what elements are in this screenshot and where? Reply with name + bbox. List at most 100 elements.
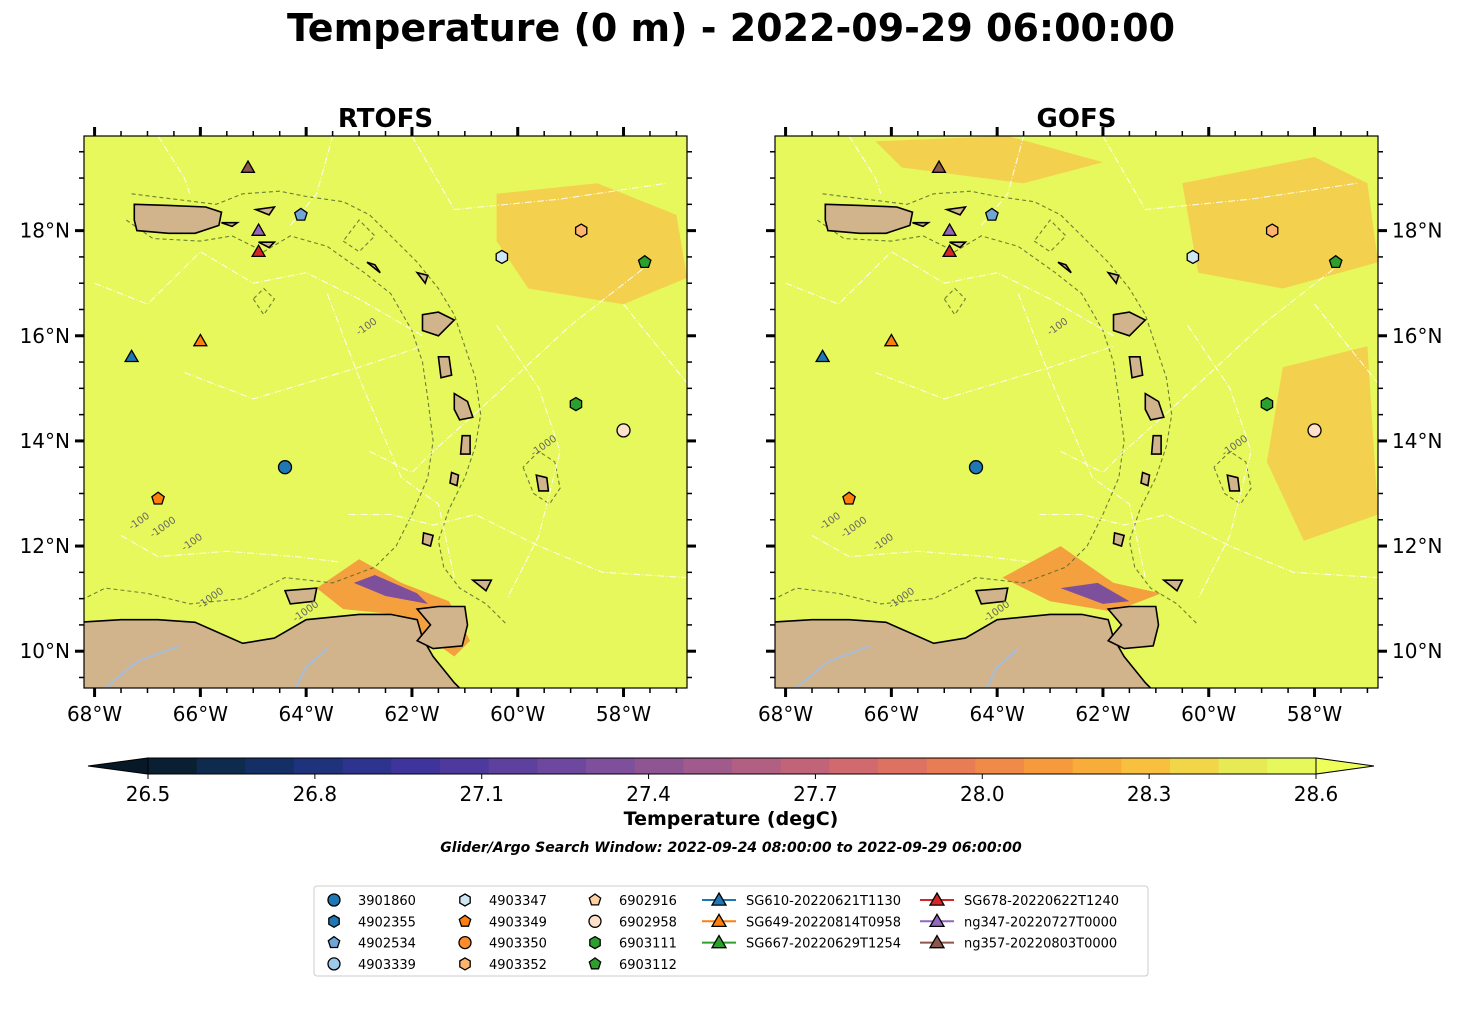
eez-boundary [875,345,1114,400]
legend-item: 4903350 [458,935,547,952]
marker-SG678-20220622T1240 [941,243,958,258]
bathymetry-contour [943,287,967,316]
colorbar-bin [1121,758,1171,774]
legend-marker [459,957,471,971]
marker-4903352 [574,223,588,238]
legend-item: 4903349 [458,914,547,930]
landmass-stCroix [949,241,968,249]
eez-boundary [1314,303,1378,384]
legend-marker [327,957,341,971]
x-tick-label: 60°W [1181,702,1236,726]
legend-item: 6903111 [589,935,677,952]
marker-6903112 [1328,254,1343,269]
eez-boundary [1102,136,1357,211]
colorbar-tick-label: 27.7 [793,782,838,806]
landmass-guadeloupe [421,311,456,337]
y-tick-label: 16°N [1392,324,1442,348]
landmass-stVincent [449,471,460,487]
sst-gradient-cool [1060,582,1130,604]
colorbar-bin [342,758,392,774]
legend-label: 6903112 [619,958,677,973]
legend-label: SG667-20220629T1254 [746,937,901,952]
eez-boundary [785,251,1114,337]
legend-label: ng347-20220727T0000 [964,915,1117,930]
x-tick-label: 66°W [173,702,228,726]
legend-marker [458,914,472,927]
legend-label: 4903347 [489,894,547,909]
colorbar-bin [196,758,246,774]
warm-sst-patch [496,183,687,305]
marker-4903349 [842,491,856,505]
legend-item: 3901860 [327,893,416,909]
landmass-antigua [1106,271,1120,285]
colorbar-bin [683,758,733,774]
x-tick-label: 68°W [758,702,813,726]
legend-label: 4903339 [358,958,416,973]
colorbar: 26.5 26.8 27.1 27.4 27.7 28.0 28.3 28.6 [87,757,1375,806]
legend-item: 4903352 [459,957,547,973]
legend-item: 4902534 [327,935,416,952]
legend-item: 6902916 [588,893,677,909]
colorbar-tick-label: 26.8 [293,782,338,806]
marker-6903111 [569,396,583,412]
legend-item: SG678-20220622T1240 [920,891,1119,909]
colorbar-bin [537,758,587,774]
landmass-grenada [421,531,435,548]
legend-label: SG610-20220621T1130 [746,894,901,909]
eez-boundary [326,293,455,578]
landmass-dominica [437,356,453,379]
bathymetry-contour [522,450,561,505]
landmass-stCroix [258,241,277,249]
colorbar-bin [488,758,538,774]
legend-box [313,885,1149,977]
river [294,647,328,688]
panel-title: GOFS [1037,104,1117,134]
legend-marker [459,893,471,907]
landmass-martinique [453,392,474,421]
colorbar-bin [1072,758,1122,774]
marker-4903347 [1186,249,1200,265]
legend-marker [710,934,728,949]
colorbar-tick-label: 28.0 [960,782,1005,806]
colorbar-bin [926,758,976,774]
river [104,644,180,688]
legend-marker [588,957,602,970]
bathymetry-contour [1033,219,1067,253]
legend-label: 6902916 [619,894,677,909]
landmass-antigua [415,271,429,285]
marker-SG649-20220814T0958 [192,333,208,347]
x-tick-label: 62°W [1075,702,1130,726]
legend-marker [328,914,340,929]
eez-boundary [811,535,1029,563]
marker-3901860 [277,460,293,475]
marker-ng357-20220803T0000 [931,159,947,173]
marker-4902534 [293,207,308,221]
colorbar-bin [780,758,830,774]
colorbar-frame [147,757,1317,775]
marker-6903112 [637,254,652,269]
marker-6903111 [1260,396,1274,412]
eez-boundary [411,136,666,211]
landmass-guadeloupe [1112,311,1147,337]
landmass-vieques [221,221,240,228]
legend-marker [928,934,946,949]
legend-label: 4903350 [489,937,547,952]
legend-label: 4902355 [358,915,416,930]
marker-SG610-20220621T1130 [814,349,831,363]
sst-gradient-warm [1002,546,1162,612]
colorbar-bin [148,758,198,774]
landmass-puertoRico [824,203,914,235]
eez-boundary [184,345,423,400]
legend: 3901860 4902355 4902534 4903339 4903347 49033… [313,885,1149,977]
x-tick-label: 64°W [970,702,1025,726]
legend-label: 4903352 [489,958,547,973]
landmass-virginIslands [943,205,968,216]
legend-label: 4902534 [358,937,416,952]
colorbar-bin [1170,758,1220,774]
legend-label: ng357-20220803T0000 [964,937,1117,952]
marker-4903352 [1265,223,1279,238]
y-tick-label: 12°N [1392,534,1442,558]
y-tick-label: 18°N [1392,219,1442,243]
legend-item: ng347-20220727T0000 [920,913,1117,930]
x-tick-label: 64°W [279,702,334,726]
